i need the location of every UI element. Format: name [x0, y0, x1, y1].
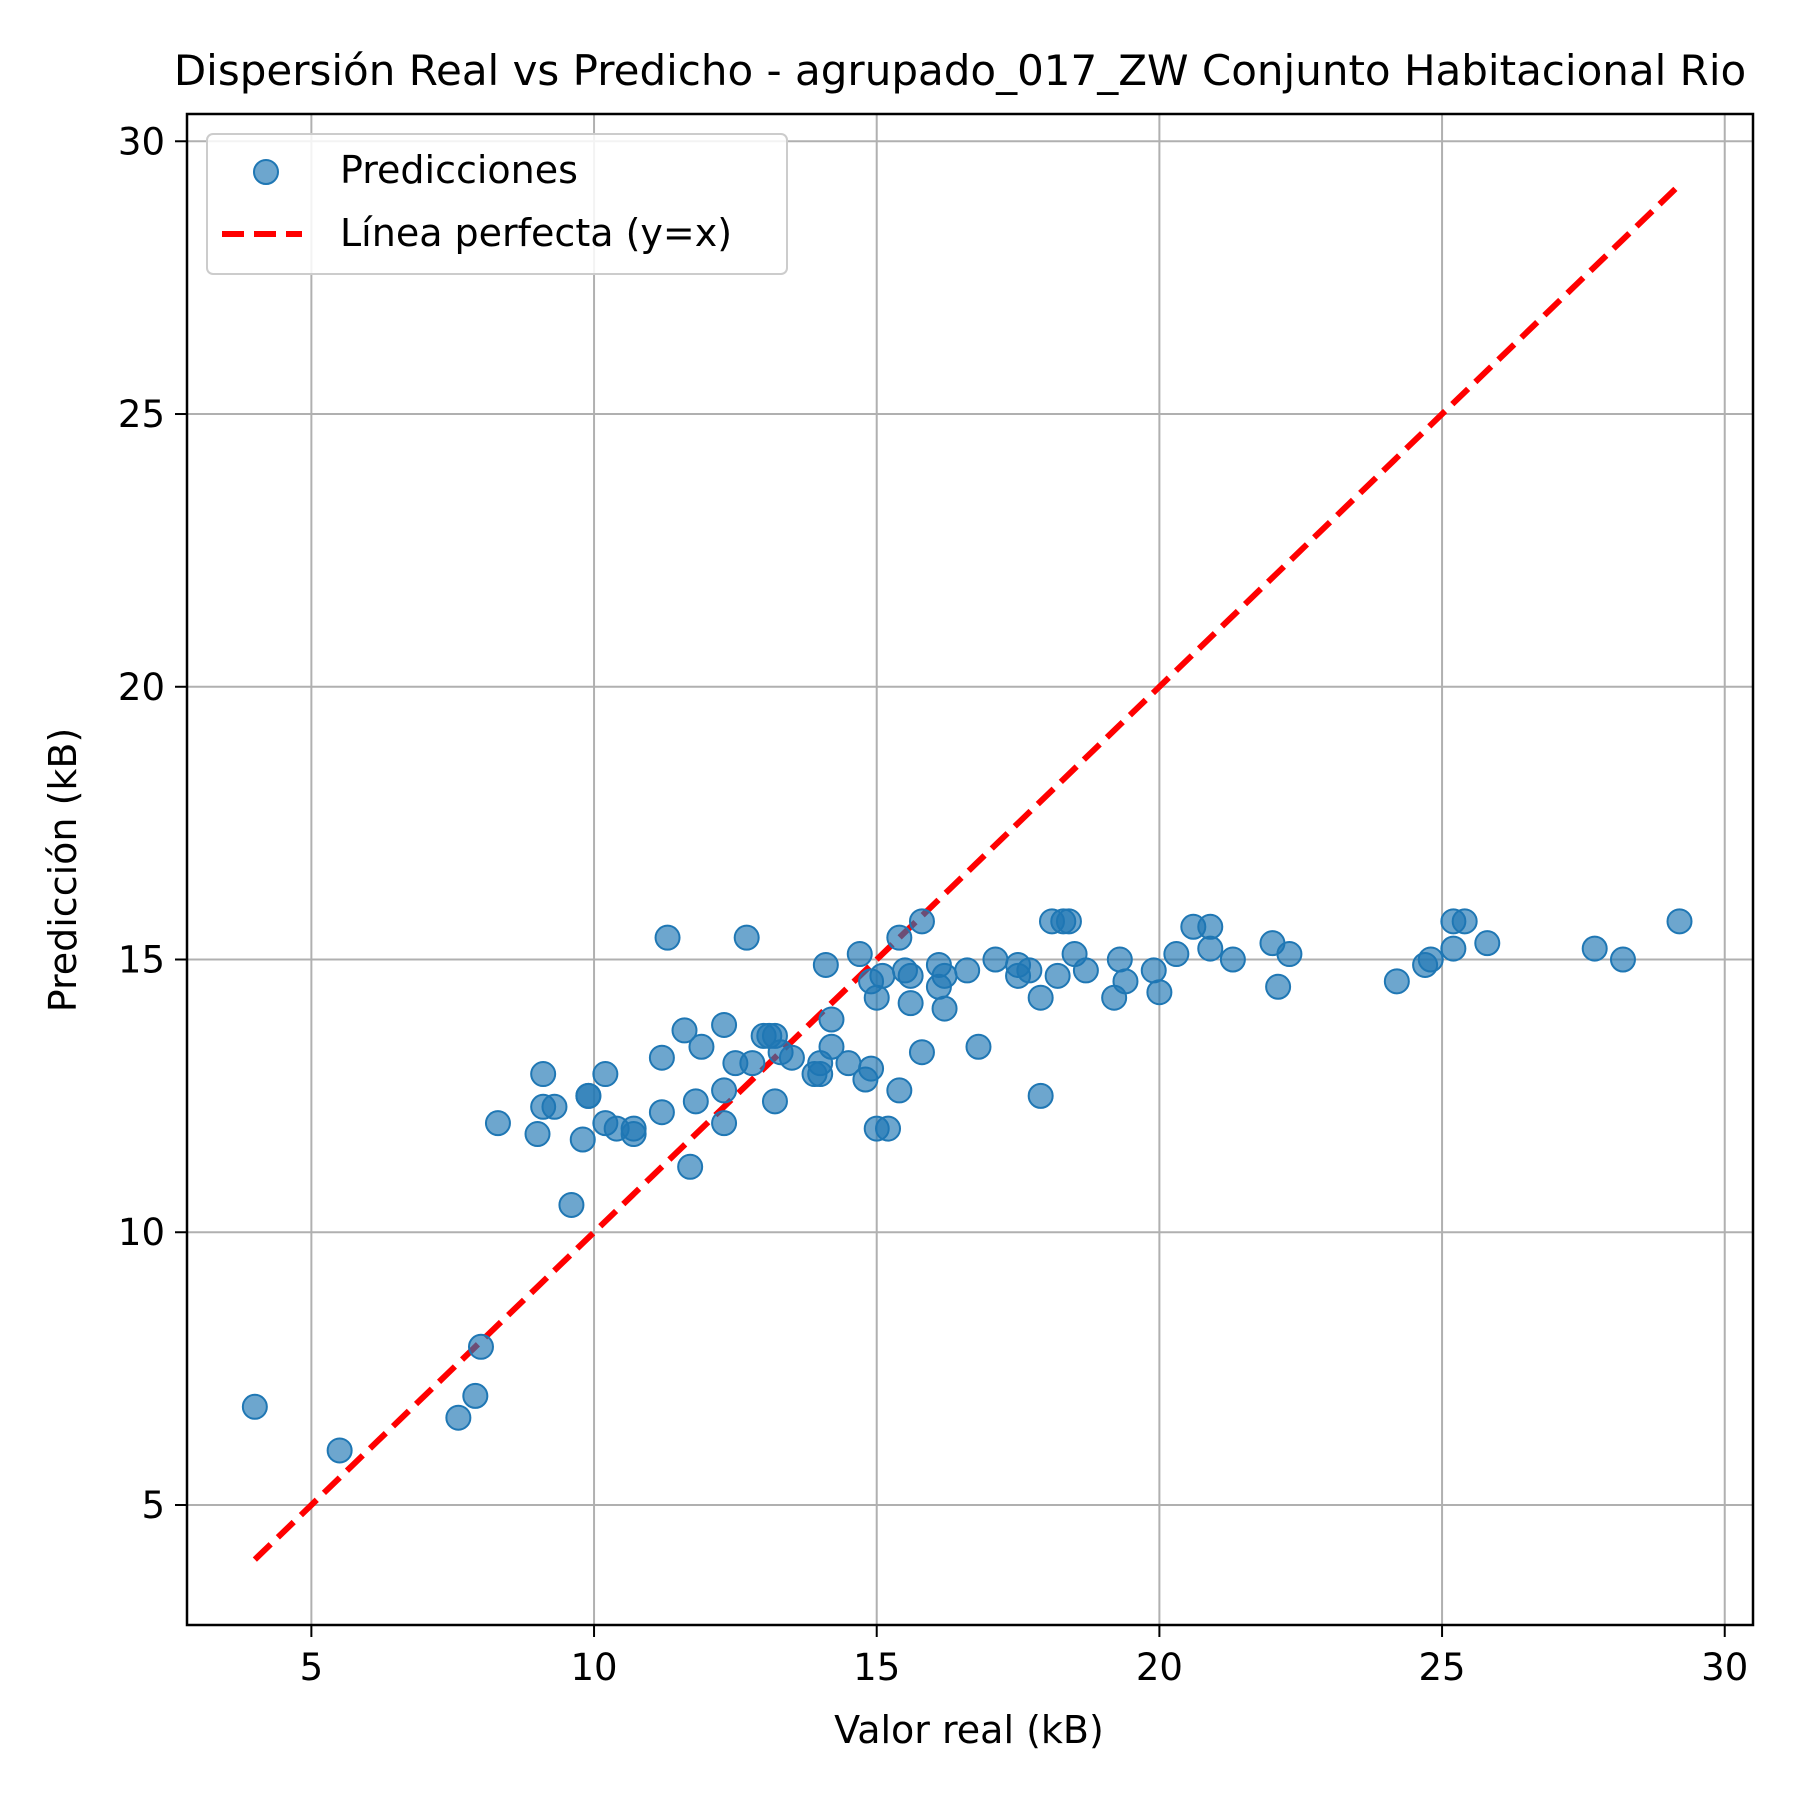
- scatter-point: [778, 1044, 805, 1071]
- scatter-point: [1474, 930, 1501, 957]
- scatter-point: [1440, 935, 1467, 962]
- scatter-point: [982, 946, 1009, 973]
- scatter-point: [846, 941, 873, 968]
- y-axis-label: Predicción (kB): [41, 728, 85, 1013]
- scatter-point: [818, 1006, 845, 1033]
- x-tick-label: 10: [571, 1646, 618, 1689]
- y-tick-label: 20: [118, 666, 165, 709]
- scatter-point: [462, 1382, 489, 1409]
- scatter-point: [812, 951, 839, 978]
- perfect-line: [252, 182, 1682, 1562]
- scatter-point: [711, 1011, 738, 1038]
- scatter-point: [326, 1437, 353, 1464]
- y-tick-label: 15: [118, 939, 165, 982]
- scatter-point: [541, 1093, 568, 1120]
- scatter-point: [1383, 968, 1410, 995]
- scatter-point: [1197, 935, 1224, 962]
- scatter-point: [897, 962, 924, 989]
- scatter-point: [711, 1110, 738, 1137]
- x-tick-label: 30: [1701, 1646, 1748, 1689]
- scatter-point: [761, 1088, 788, 1115]
- legend-box: [206, 133, 788, 275]
- points-layer: [241, 908, 1693, 1464]
- scatter-point: [654, 924, 681, 951]
- x-tick-label: 15: [853, 1646, 900, 1689]
- scatter-point: [467, 1333, 494, 1360]
- scatter-point: [688, 1033, 715, 1060]
- scatter-point: [1581, 935, 1608, 962]
- scatter-point: [682, 1088, 709, 1115]
- scatter-point: [524, 1121, 551, 1148]
- scatter-point: [1140, 957, 1167, 984]
- scatter-point: [931, 995, 958, 1022]
- scatter-point: [1609, 946, 1636, 973]
- y-tick-label: 5: [141, 1484, 165, 1527]
- legend-scatter-marker: [253, 159, 279, 185]
- scatter-point: [1072, 957, 1099, 984]
- scatter-point: [569, 1126, 596, 1153]
- legend: Predicciones Línea perfecta (y=x): [206, 133, 788, 275]
- scatter-point: [1016, 957, 1043, 984]
- scatter-point: [908, 908, 935, 935]
- scatter-point: [1197, 913, 1224, 940]
- scatter-point: [1112, 968, 1139, 995]
- scatter-point: [1163, 941, 1190, 968]
- scatter-point: [931, 962, 958, 989]
- scatter-point: [620, 1121, 647, 1148]
- scatter-point: [1044, 962, 1071, 989]
- scatter-point: [711, 1077, 738, 1104]
- scatter-point: [807, 1061, 834, 1088]
- scatter-point: [954, 957, 981, 984]
- scatter-point: [530, 1061, 557, 1088]
- scatter-point: [1276, 941, 1303, 968]
- scatter-point: [1106, 946, 1133, 973]
- legend-label-predicciones: Predicciones: [340, 148, 578, 192]
- legend-label-linea-perfecta: Línea perfecta (y=x): [340, 211, 732, 255]
- scatter-point: [241, 1393, 268, 1420]
- scatter-point: [869, 962, 896, 989]
- scatter-point: [1417, 946, 1444, 973]
- scatter-point: [1219, 946, 1246, 973]
- scatter-point: [818, 1033, 845, 1060]
- scatter-point: [886, 924, 913, 951]
- scatter-point: [445, 1404, 472, 1431]
- scatter-point: [908, 1039, 935, 1066]
- scatter-point: [858, 1055, 885, 1082]
- scatter-point: [965, 1033, 992, 1060]
- scatter-point: [671, 1017, 698, 1044]
- x-axis-label: Valor real (kB): [834, 1708, 1104, 1752]
- scatter-point: [648, 1044, 675, 1071]
- scatter-point: [1027, 984, 1054, 1011]
- scatter-point: [733, 924, 760, 951]
- scatter-point: [575, 1082, 602, 1109]
- scatter-point: [739, 1050, 766, 1077]
- axis-ticks: 5 10 15 20 25 30 5 10 15 20 25 30: [118, 120, 1748, 1689]
- scatter-point: [558, 1191, 585, 1218]
- scatter-point: [677, 1153, 704, 1180]
- scatter-point: [1055, 908, 1082, 935]
- chart-title: Dispersión Real vs Predicho - agrupado_0…: [174, 46, 1746, 95]
- x-tick-label: 5: [300, 1646, 324, 1689]
- x-tick-label: 25: [1419, 1646, 1466, 1689]
- scatter-point: [1451, 908, 1478, 935]
- plot-frame: [185, 112, 1755, 1627]
- scatter-point: [875, 1115, 902, 1142]
- scatter-point: [1265, 973, 1292, 1000]
- scatter-point: [484, 1110, 511, 1137]
- scatter-point: [897, 990, 924, 1017]
- scatter-point: [1027, 1082, 1054, 1109]
- scatter-point: [1146, 979, 1173, 1006]
- x-tick-label: 20: [1136, 1646, 1183, 1689]
- scatter-point: [863, 984, 890, 1011]
- scatter-point: [648, 1099, 675, 1126]
- scatter-point: [592, 1061, 619, 1088]
- perfect-line-layer: [252, 182, 1682, 1562]
- scatter-point: [1666, 908, 1693, 935]
- y-tick-label: 25: [118, 393, 165, 436]
- y-tick-label: 30: [118, 120, 165, 163]
- scatter-point: [886, 1077, 913, 1104]
- y-tick-label: 10: [118, 1211, 165, 1254]
